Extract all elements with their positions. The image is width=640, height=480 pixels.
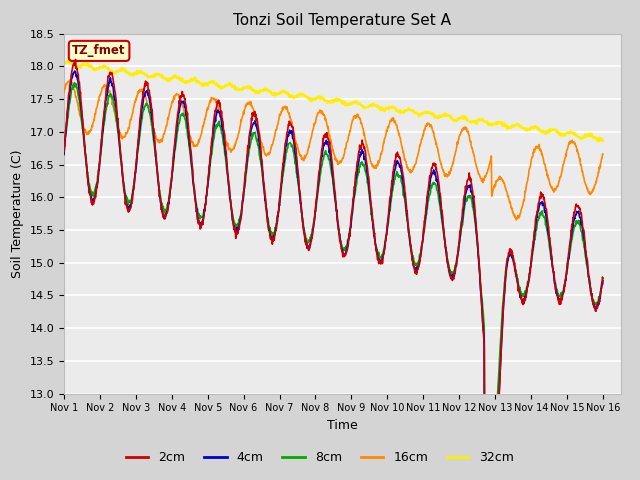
Legend: 2cm, 4cm, 8cm, 16cm, 32cm: 2cm, 4cm, 8cm, 16cm, 32cm xyxy=(121,446,519,469)
Text: TZ_fmet: TZ_fmet xyxy=(72,44,126,58)
Y-axis label: Soil Temperature (C): Soil Temperature (C) xyxy=(11,149,24,278)
X-axis label: Time: Time xyxy=(327,419,358,432)
Title: Tonzi Soil Temperature Set A: Tonzi Soil Temperature Set A xyxy=(234,13,451,28)
